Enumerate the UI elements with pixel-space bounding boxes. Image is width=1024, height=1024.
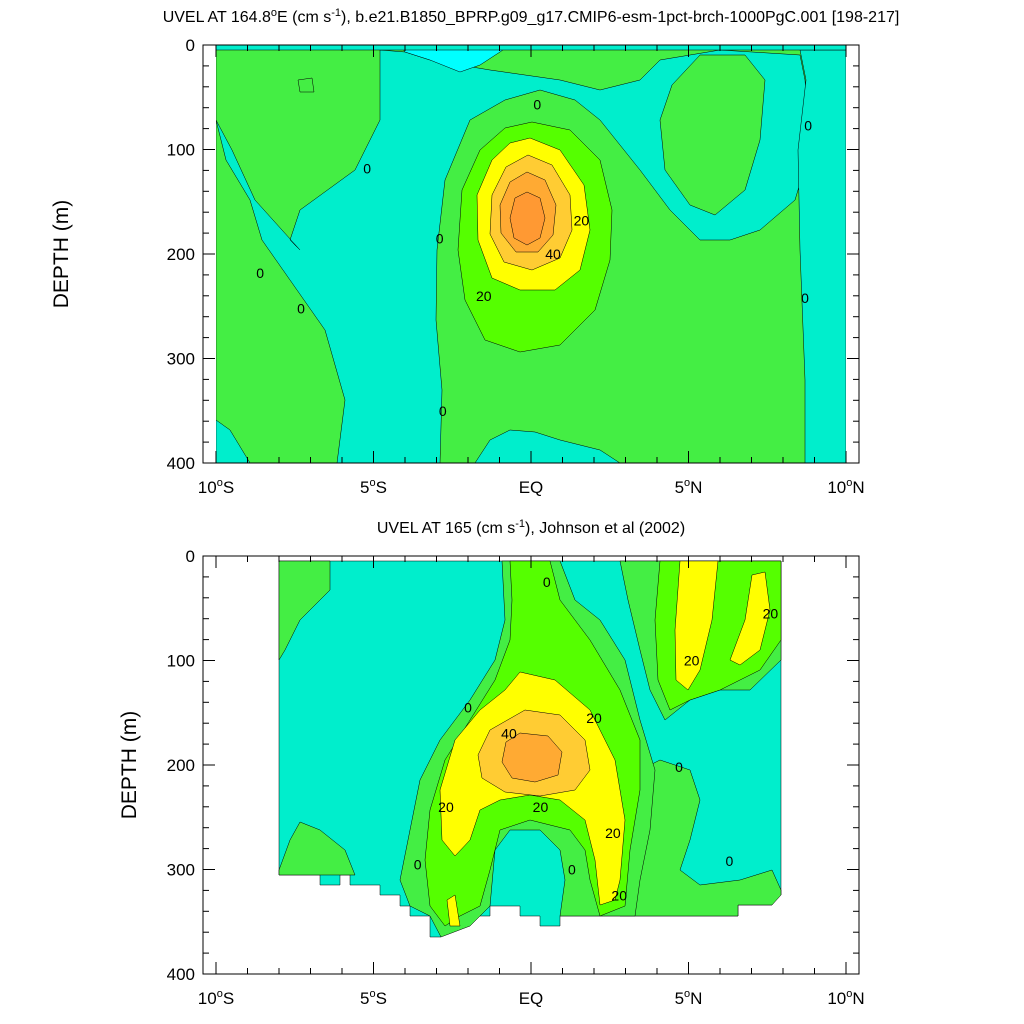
top-neg-region bbox=[216, 49, 811, 463]
top-upper-left-blob bbox=[297, 77, 315, 93]
bottom-contour-label: 0 bbox=[568, 862, 576, 878]
top-bottom-neg-notch bbox=[474, 429, 621, 463]
top-right-neg-band bbox=[797, 49, 846, 463]
top-contour-label: 0 bbox=[363, 160, 371, 176]
bottom-contour-labels: 0 0 0 0 0 0 20 20 20 20 20 20 20 40 bbox=[414, 574, 779, 904]
top-y-tick-label: 0 bbox=[186, 36, 195, 55]
top-contour-label: 20 bbox=[574, 213, 590, 229]
top-contour-label: 0 bbox=[436, 230, 444, 246]
bottom-x-ticks: 10oS 5oS EQ 5oN 10oN bbox=[198, 556, 865, 1008]
bottom-x-tick-label: EQ bbox=[519, 989, 544, 1008]
top-title: UVEL AT 164.8oE (cm s-1), b.e21.B1850_BP… bbox=[163, 7, 900, 26]
top-panel: UVEL AT 164.8oE (cm s-1), b.e21.B1850_BP… bbox=[50, 7, 899, 497]
top-y-tick-label: 100 bbox=[167, 141, 195, 160]
top-x-tick-label: 5oN bbox=[675, 477, 703, 497]
top-contour-labels: 0 0 0 0 0 0 0 0 20 20 40 bbox=[256, 97, 812, 419]
bottom-contour-label: 0 bbox=[675, 759, 683, 775]
top-contour-label: 0 bbox=[804, 117, 812, 133]
bottom-contour-label: 0 bbox=[464, 700, 472, 716]
top-left-neg-tongue bbox=[216, 419, 251, 463]
bottom-x-tick-label: 5oS bbox=[360, 988, 387, 1008]
bottom-y-tick-label: 0 bbox=[186, 547, 195, 566]
top-x-tick-label: EQ bbox=[519, 478, 544, 497]
top-x-tick-label: 10oS bbox=[198, 477, 234, 497]
bottom-c40-core bbox=[501, 732, 563, 783]
top-contour-label: 0 bbox=[297, 300, 305, 316]
bottom-x-tick-label: 10oN bbox=[827, 988, 864, 1008]
bottom-contour-label: 20 bbox=[763, 605, 779, 621]
bottom-contour-label: 0 bbox=[543, 574, 551, 590]
top-y-tick-label: 300 bbox=[167, 350, 195, 369]
top-contour-field bbox=[216, 45, 846, 463]
bottom-contour-label: 20 bbox=[684, 653, 700, 669]
top-contour-label: 0 bbox=[256, 265, 264, 281]
bottom-c20-right-streak bbox=[674, 560, 719, 691]
bottom-y-tick-label: 100 bbox=[167, 652, 195, 671]
bottom-contour-label: 0 bbox=[414, 856, 422, 872]
top-x-tick-label: 10oN bbox=[827, 477, 864, 497]
bottom-contour-label: 20 bbox=[586, 710, 602, 726]
top-contour-label: 0 bbox=[801, 290, 809, 306]
bottom-contour-label: 40 bbox=[501, 726, 517, 742]
top-contour-label: 40 bbox=[545, 246, 561, 262]
bottom-left-green bbox=[278, 560, 331, 661]
bottom-y-tick-label: 300 bbox=[167, 861, 195, 880]
bottom-contour-label: 20 bbox=[533, 799, 549, 815]
bottom-contour-label: 20 bbox=[438, 799, 454, 815]
bottom-contour-label: 20 bbox=[611, 888, 627, 904]
top-y-axis-label: DEPTH (m) bbox=[50, 200, 73, 309]
bottom-left-lower-green bbox=[278, 821, 356, 876]
bottom-panel: UVEL AT 165 (cm s-1), Johnson et al (200… bbox=[118, 518, 865, 1008]
bottom-title: UVEL AT 165 (cm s-1), Johnson et al (200… bbox=[377, 518, 685, 537]
top-y-tick-label: 200 bbox=[167, 245, 195, 264]
bottom-y-axis-label: DEPTH (m) bbox=[118, 711, 141, 820]
bottom-x-tick-label: 5oN bbox=[675, 988, 703, 1008]
top-contour-label: 20 bbox=[476, 288, 492, 304]
bottom-c20-right-streak-2 bbox=[729, 571, 771, 666]
top-x-ticks: 10oS 5oS EQ 5oN 10oN bbox=[198, 45, 865, 497]
bottom-contour-field bbox=[278, 560, 782, 938]
bottom-y-tick-label: 400 bbox=[167, 965, 195, 984]
bottom-contour-label: 20 bbox=[605, 825, 621, 841]
bottom-y-tick-label: 200 bbox=[167, 756, 195, 775]
top-x-tick-label: 5oS bbox=[360, 477, 387, 497]
bottom-c20-lower-left bbox=[446, 894, 461, 927]
bottom-contour-label: 0 bbox=[726, 853, 734, 869]
top-core-c50 bbox=[509, 191, 546, 246]
top-right-blob bbox=[659, 54, 766, 216]
top-contour-label: 0 bbox=[533, 97, 541, 113]
top-contour-label: 0 bbox=[439, 403, 447, 419]
top-y-tick-label: 400 bbox=[167, 454, 195, 473]
bottom-x-tick-label: 10oS bbox=[198, 988, 234, 1008]
